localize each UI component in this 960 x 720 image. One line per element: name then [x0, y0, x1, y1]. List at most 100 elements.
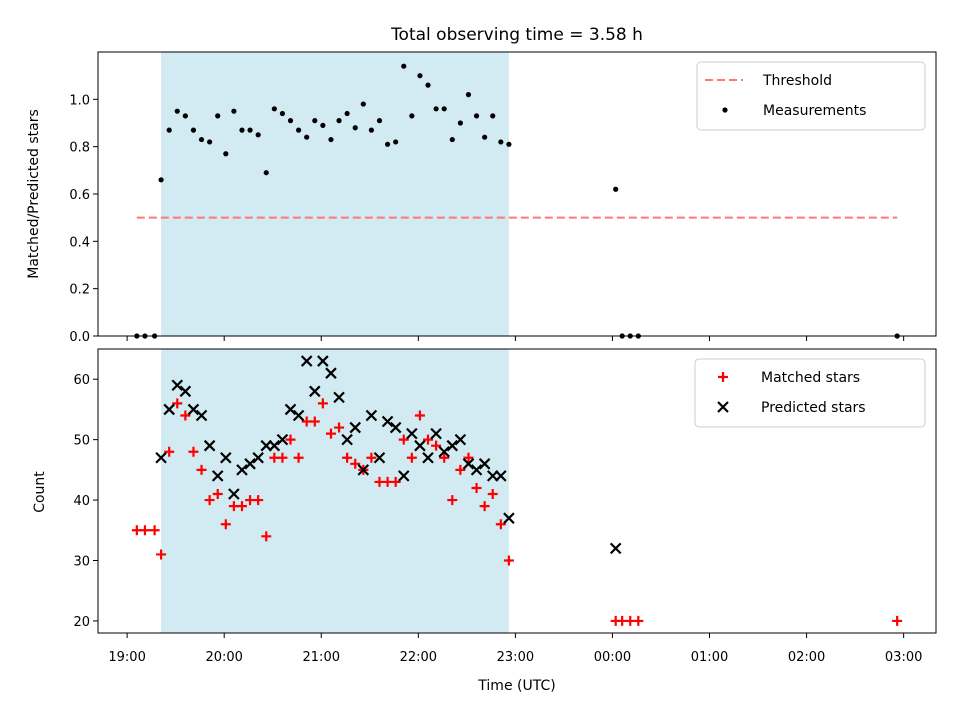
matched-star-point	[366, 452, 377, 463]
matched-star-point	[495, 519, 506, 530]
measurement-point	[401, 63, 407, 69]
predicted-star-point	[430, 427, 442, 440]
y-tick-label: 0.0	[69, 330, 90, 345]
matched-star-point	[212, 489, 223, 500]
measurement-point	[417, 73, 423, 79]
matched-star-point	[196, 464, 207, 475]
x-tick-label: 19:00	[108, 650, 145, 665]
legend-label: Predicted stars	[761, 400, 866, 416]
matched-star-point	[431, 440, 442, 451]
x-tick-label: 00:00	[594, 650, 631, 665]
predicted-star-point	[179, 385, 192, 398]
matched-star-point	[220, 519, 231, 530]
predicted-star-point	[300, 355, 313, 367]
predicted-star-point	[454, 433, 467, 446]
measurement-point	[287, 118, 294, 124]
y-tick-label: 40	[73, 494, 90, 509]
x-tick-label: 23:00	[497, 650, 534, 665]
predicted-star-point	[406, 427, 418, 440]
y-tick-label: 0.6	[69, 188, 90, 203]
measurement-point	[239, 127, 245, 133]
predicted-star-point	[365, 409, 378, 422]
predicted-star-point	[195, 409, 208, 422]
measurement-point	[255, 132, 261, 138]
predicted-star-point	[414, 439, 426, 452]
measurement-point	[613, 186, 619, 192]
predicted-star-point	[187, 403, 200, 416]
legend-label: Measurements	[763, 103, 866, 119]
predicted-star-point	[325, 367, 337, 379]
measurement-point	[158, 177, 164, 183]
legend-label: Matched stars	[761, 370, 860, 386]
x-tick-label: 01:00	[691, 650, 728, 665]
matched-star-point	[277, 452, 288, 463]
matched-star-point	[172, 398, 183, 409]
predicted-star-point	[211, 470, 224, 482]
predicted-star-point	[349, 421, 362, 434]
predicted-star-point	[171, 379, 184, 392]
predicted-star-point	[268, 439, 281, 452]
top-panel: 0.0 0.2 0.4 0.6 0.8 1.0 Threshold Measurements	[69, 51, 937, 345]
matched-star-point	[285, 434, 296, 445]
matched-star-point	[309, 416, 320, 427]
predicted-star-point	[333, 391, 345, 404]
predicted-star-point	[252, 451, 264, 464]
x-tick-label: 03:00	[885, 650, 922, 665]
matched-star-point	[423, 434, 434, 445]
observing-window-shade	[161, 349, 509, 633]
y-tick-label: 20	[73, 615, 90, 630]
predicted-star-point	[389, 421, 402, 434]
measurement-point	[473, 113, 480, 119]
x-tick-label: 20:00	[205, 650, 242, 665]
predicted-star-point	[236, 464, 248, 476]
legend-predicted-swatch	[717, 401, 729, 413]
measurement-point	[393, 139, 399, 145]
predicted-star-point	[228, 488, 240, 500]
measurement-point	[215, 113, 221, 119]
y-tick-label: 30	[73, 554, 90, 569]
measurement-point	[296, 127, 302, 133]
matched-star-point	[479, 501, 490, 512]
matched-star-point	[334, 422, 345, 433]
predicted-star-point	[397, 470, 410, 482]
measurement-point	[174, 108, 180, 114]
measurement-point	[433, 106, 439, 112]
predicted-star-point	[462, 458, 475, 470]
measurement-point	[449, 136, 455, 143]
matched-star-point	[253, 495, 264, 506]
measurement-point	[166, 127, 172, 133]
predicted-star-point	[155, 451, 167, 464]
measurement-point	[223, 151, 229, 157]
matched-star-point	[455, 464, 466, 475]
predicted-star-point	[317, 355, 329, 367]
measurement-point	[312, 118, 318, 124]
measurement-point	[182, 113, 188, 119]
measurement-point	[441, 106, 447, 112]
measurement-point	[304, 134, 310, 140]
measurement-point	[409, 113, 415, 119]
predicted-star-point	[163, 403, 175, 416]
matched-star-point	[471, 482, 482, 493]
measurement-point	[279, 110, 286, 117]
matched-star-point	[261, 531, 272, 542]
y-tick-label: 0.2	[69, 283, 90, 298]
matched-star-point	[633, 615, 644, 626]
legend-measurement-swatch	[722, 107, 728, 113]
matched-star-point	[439, 452, 450, 463]
predicted-star-point	[341, 433, 353, 446]
legend-matched-swatch	[718, 372, 728, 382]
predicted-star-point	[446, 439, 459, 452]
matched-star-point	[414, 410, 425, 421]
matched-star-point	[317, 398, 328, 409]
y-tick-label: 50	[73, 434, 90, 449]
bottom-y-axis-label: Count	[32, 471, 48, 513]
measurement-point	[376, 118, 383, 124]
legend-box	[696, 61, 926, 131]
matched-star-point	[139, 525, 150, 536]
matched-star-point	[406, 452, 417, 463]
predicted-star-point	[220, 451, 232, 464]
matched-star-point	[325, 428, 336, 439]
predicted-star-point	[422, 451, 434, 464]
measurement-point	[457, 120, 463, 126]
matched-star-point	[487, 489, 498, 500]
